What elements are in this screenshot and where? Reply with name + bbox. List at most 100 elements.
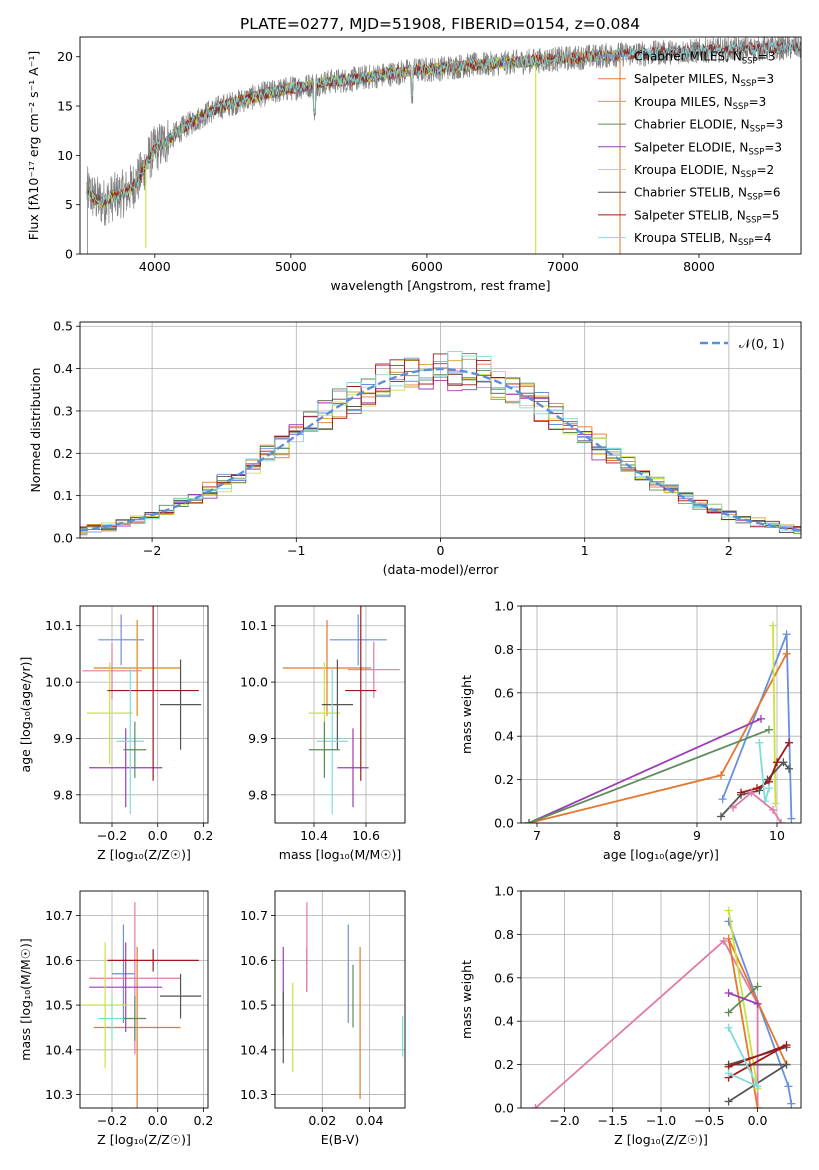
legend-count: =3: [758, 50, 776, 64]
weight-line-pink: [732, 791, 782, 823]
y-tick-label: 10.0: [45, 675, 73, 690]
legend-subscript: SSP: [742, 57, 758, 67]
legend-label: Salpeter ELODIE, NSSP=3: [634, 140, 782, 157]
histogram-chabrier_stelib: [80, 363, 801, 533]
y-tick-label: 0.4: [494, 1014, 514, 1029]
plot-frame: [79, 605, 209, 824]
y-tick-label: 0.0: [494, 816, 514, 831]
x-tick-label: −0.5: [694, 1113, 724, 1128]
x-axis-label: wavelength [Angstrom, rest frame]: [330, 278, 550, 293]
legend-label: Chabrier MILES, NSSP=3: [634, 50, 775, 67]
legend-count: =3: [756, 72, 774, 86]
y-axis-label: mass weight: [459, 675, 474, 754]
x-tick-label: −2: [143, 543, 161, 558]
legend-count: =3: [764, 140, 782, 154]
x-tick-label: 2: [725, 543, 733, 558]
weight-line-salpeter_elodie: [728, 992, 758, 1005]
y-axis-label: Flux [fλ10⁻¹⁷ erg cm⁻² s⁻¹ A⁻¹]: [26, 51, 41, 240]
legend-count: =3: [766, 118, 784, 132]
y-tick-label: 10.6: [45, 953, 73, 968]
hist-legend-label: 𝒩(0, 1): [739, 336, 785, 351]
x-tick-label: 8: [613, 828, 621, 843]
weight-line-chabrier_elodie: [528, 728, 770, 823]
y-tick-label: 0.4: [494, 729, 514, 744]
weight-line-salpeter_elodie: [528, 717, 762, 823]
x-tick-label: −0.2: [97, 1113, 127, 1128]
y-tick-label: 15: [57, 99, 73, 114]
y-tick-label: 9.8: [248, 787, 268, 802]
x-tick-label: 10.4: [300, 828, 328, 843]
y-tick-label: 10: [57, 148, 73, 163]
y-tick-label: 0: [65, 247, 73, 262]
legend-name: Salpeter STELIB, N: [634, 208, 746, 222]
legend-count: =3: [749, 95, 767, 109]
mass_vs_Z-axes: −0.2 0.0 0.2 10.3 10.4 10.5 10.6 10.7 Z [log₁₀(Z…: [18, 891, 213, 1147]
histogram-steps: [80, 350, 801, 536]
legend-name: Kroupa STELIB, N: [634, 231, 738, 245]
mass_vs_ebv-axes: 0.02 0.04 10.3 10.4 10.5 10.6 10.7 E(B-V): [240, 891, 405, 1147]
x-tick-label: 0.0: [148, 828, 168, 843]
legend-subscript: SSP: [746, 215, 762, 225]
weight-line-chabrier_elodie: [727, 985, 759, 1014]
model-spectrum-kroupa_miles: [86, 49, 621, 209]
mass_vs_ebv-points: [282, 902, 404, 1100]
age_vs_Z-points: [82, 606, 202, 815]
x-axis-label: Z [log₁₀(Z/Z☉)]: [97, 847, 191, 862]
plot-frame: [79, 36, 802, 255]
y-tick-label: 9.9: [248, 731, 268, 746]
x-tick-label: 0.2: [193, 1113, 213, 1128]
y-tick-label: 0.2: [494, 1057, 514, 1072]
legend-name: Chabrier ELODIE, N: [634, 118, 750, 132]
y-tick-label: 0.4: [53, 361, 73, 376]
x-tick-label: 5000: [275, 259, 307, 274]
weight-line-salpeter_stelib: [740, 742, 790, 794]
x-tick-label: 0.0: [748, 1113, 768, 1128]
x-tick-label: −1: [287, 543, 305, 558]
plot-frame: [520, 605, 802, 824]
y-tick-label: 0.0: [494, 1101, 514, 1116]
x-tick-label: −1.0: [646, 1113, 676, 1128]
histogram-salpeter_stelib: [80, 353, 801, 532]
legend-count: =4: [754, 231, 772, 245]
x-tick-label: 0.04: [356, 1113, 384, 1128]
y-tick-label: 1.0: [494, 884, 514, 899]
x-axis-label: mass [log₁₀(M/M☉)]: [279, 847, 401, 862]
weight-line-pink: [534, 939, 759, 1108]
legend-count: =6: [763, 186, 781, 200]
y-tick-label: 10.6: [240, 953, 268, 968]
plot-frame: [274, 605, 406, 824]
legend-label: Salpeter MILES, NSSP=3: [634, 72, 774, 89]
spectrum-lines: [86, 37, 801, 254]
y-tick-label: 10.3: [45, 1087, 73, 1102]
y-tick-label: 9.8: [53, 787, 73, 802]
x-tick-label: 0.02: [308, 1113, 336, 1128]
y-tick-label: 0.6: [494, 685, 514, 700]
y-tick-label: 10.1: [45, 618, 73, 633]
x-tick-label: 10: [769, 828, 785, 843]
legend-label: Chabrier ELODIE, NSSP=3: [634, 118, 783, 135]
age_vs_mass-points: [282, 606, 400, 815]
y-tick-label: 0.1: [53, 488, 73, 503]
y-tick-label: 5: [65, 197, 73, 212]
x-tick-label: −0.2: [97, 828, 127, 843]
y-tick-label: 10.7: [45, 908, 73, 923]
massweight_vs_age-axes: 7 8 9 10 0.0 0.2 0.4 0.6 0.8 1.0 age [log₁₀(age/yr…: [459, 599, 801, 862]
legend-count: =2: [756, 163, 774, 177]
weight-line-chabrier_miles: [727, 921, 793, 1104]
y-axis-label: age [log₁₀(age/yr)]: [18, 657, 33, 773]
x-tick-label: 6000: [411, 259, 443, 274]
y-axis-label: Normed distribution: [28, 368, 43, 493]
model-spectrum-chabrier_miles: [86, 49, 621, 208]
y-tick-label: 9.9: [53, 731, 73, 746]
age_vs_Z-axes: −0.2 0.0 0.2 9.8 9.9 10.0 10.1 Z [log₁₀(Z/Z☉)] a…: [18, 606, 213, 862]
histogram-salpeter_elodie: [80, 359, 801, 533]
plot-frame: [79, 321, 802, 539]
weight-line-kroupa_stelib: [758, 742, 770, 802]
legend-name: Salpeter ELODIE, N: [634, 140, 748, 154]
legend-subscript: SSP: [741, 170, 757, 180]
legend-name: Salpeter MILES, N: [634, 72, 741, 86]
x-axis-label: Z [log₁₀(Z/Z☉)]: [97, 1132, 191, 1147]
x-axis-label: (data-model)/error: [383, 562, 500, 577]
x-tick-label: 9: [693, 828, 701, 843]
